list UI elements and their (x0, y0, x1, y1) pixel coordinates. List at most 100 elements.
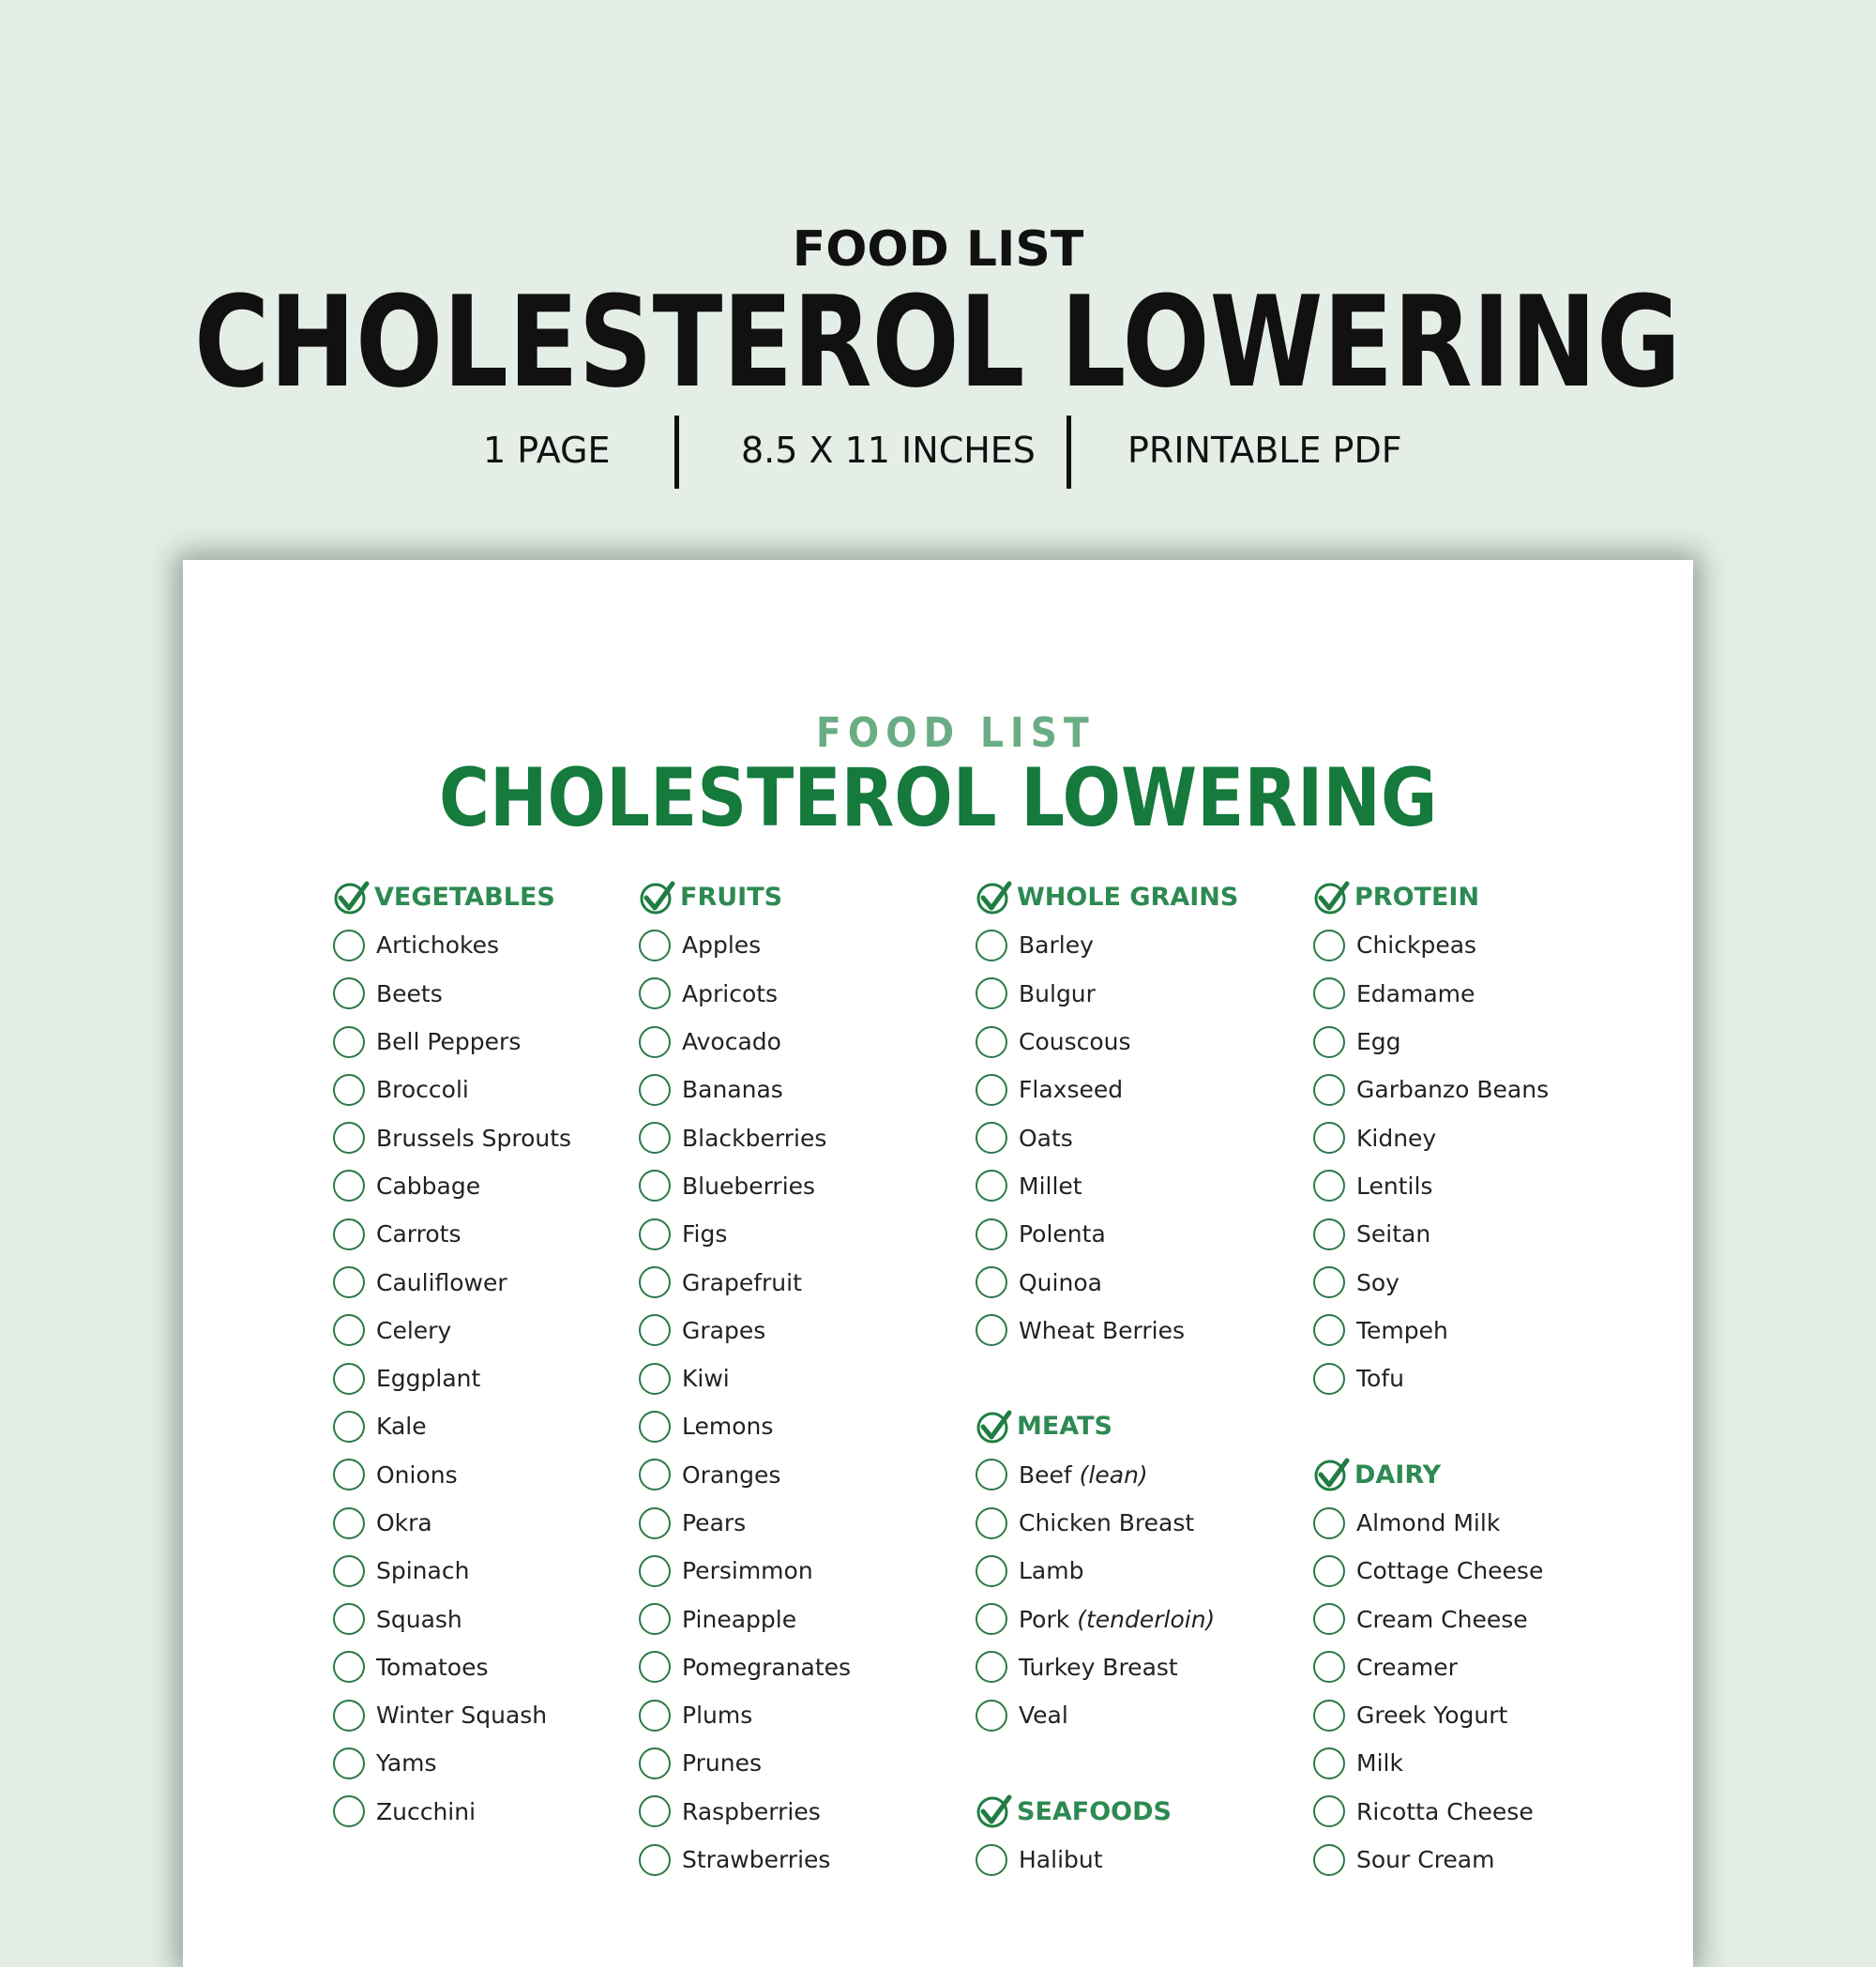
food-list-item[interactable]: Pineapple (639, 1595, 851, 1642)
food-list-item[interactable]: Kale (333, 1402, 571, 1450)
food-list-item[interactable]: Halibut (976, 1836, 1238, 1884)
checkbox-circle-icon[interactable] (1313, 1795, 1345, 1828)
checkbox-circle-icon[interactable] (639, 1843, 671, 1876)
food-list-item[interactable]: Eggplant (333, 1354, 571, 1402)
checkbox-circle-icon[interactable] (333, 1170, 365, 1203)
checkbox-circle-icon[interactable] (333, 1218, 365, 1250)
checkbox-circle-icon[interactable] (976, 1506, 1007, 1539)
checkbox-circle-icon[interactable] (976, 1218, 1007, 1250)
food-list-item[interactable]: Chickpeas (1313, 921, 1549, 969)
food-list-item[interactable]: Spinach (333, 1547, 571, 1595)
food-list-item[interactable]: Bulgur (976, 970, 1238, 1018)
food-list-item[interactable]: Oranges (639, 1451, 851, 1499)
checkbox-circle-icon[interactable] (1313, 1362, 1345, 1395)
checkbox-circle-icon[interactable] (1313, 1025, 1345, 1058)
food-list-item[interactable]: Onions (333, 1451, 571, 1499)
food-list-item[interactable]: Raspberries (639, 1788, 851, 1836)
food-list-item[interactable]: Cream Cheese (1313, 1595, 1549, 1642)
checkbox-circle-icon[interactable] (1313, 1170, 1345, 1203)
food-list-item[interactable]: Veal (976, 1691, 1238, 1739)
checkbox-circle-icon[interactable] (639, 1459, 671, 1491)
food-list-item[interactable]: Pork (tenderloin) (976, 1595, 1238, 1642)
checkbox-circle-icon[interactable] (976, 1025, 1007, 1058)
food-list-item[interactable]: Tofu (1313, 1354, 1549, 1402)
food-list-item[interactable]: Broccoli (333, 1066, 571, 1113)
checkbox-circle-icon[interactable] (1313, 1073, 1345, 1106)
checkbox-circle-icon[interactable] (976, 929, 1007, 961)
food-list-item[interactable]: Persimmon (639, 1547, 851, 1595)
food-list-item[interactable]: Cottage Cheese (1313, 1547, 1549, 1595)
checkbox-circle-icon[interactable] (639, 1554, 671, 1587)
checkbox-circle-icon[interactable] (639, 1699, 671, 1732)
food-list-item[interactable]: Apricots (639, 970, 851, 1018)
food-list-item[interactable]: Beef (lean) (976, 1451, 1238, 1499)
checkbox-circle-icon[interactable] (1313, 1218, 1345, 1250)
checkbox-circle-icon[interactable] (976, 1266, 1007, 1299)
food-list-item[interactable]: Tomatoes (333, 1643, 571, 1691)
checkbox-circle-icon[interactable] (333, 1025, 365, 1058)
food-list-item[interactable]: Barley (976, 921, 1238, 969)
checkbox-circle-icon[interactable] (1313, 1603, 1345, 1636)
checkbox-circle-icon[interactable] (639, 977, 671, 1010)
checkbox-circle-icon[interactable] (976, 1314, 1007, 1347)
food-list-item[interactable]: Greek Yogurt (1313, 1691, 1549, 1739)
food-list-item[interactable]: Carrots (333, 1210, 571, 1258)
food-list-item[interactable]: Prunes (639, 1739, 851, 1787)
food-list-item[interactable]: Couscous (976, 1018, 1238, 1066)
checkbox-circle-icon[interactable] (639, 1122, 671, 1155)
food-list-item[interactable]: Chicken Breast (976, 1499, 1238, 1547)
food-list-item[interactable]: Cauliflower (333, 1258, 571, 1306)
checkbox-circle-icon[interactable] (1313, 1314, 1345, 1347)
checkbox-circle-icon[interactable] (333, 1554, 365, 1587)
checkbox-circle-icon[interactable] (639, 1073, 671, 1106)
food-list-item[interactable]: Blackberries (639, 1113, 851, 1161)
checkbox-circle-icon[interactable] (1313, 1747, 1345, 1779)
checkbox-circle-icon[interactable] (639, 1603, 671, 1636)
food-list-item[interactable]: Quinoa (976, 1258, 1238, 1306)
food-list-item[interactable]: Millet (976, 1162, 1238, 1210)
food-list-item[interactable]: Sour Cream (1313, 1836, 1549, 1884)
food-list-item[interactable]: Garbanzo Beans (1313, 1066, 1549, 1113)
food-list-item[interactable]: Almond Milk (1313, 1499, 1549, 1547)
checkbox-circle-icon[interactable] (333, 977, 365, 1010)
checkbox-circle-icon[interactable] (333, 1266, 365, 1299)
checkbox-circle-icon[interactable] (639, 1170, 671, 1203)
food-list-item[interactable]: Lentils (1313, 1162, 1549, 1210)
checkbox-circle-icon[interactable] (976, 1073, 1007, 1106)
food-list-item[interactable]: Grapes (639, 1307, 851, 1354)
food-list-item[interactable]: Apples (639, 921, 851, 969)
food-list-item[interactable]: Artichokes (333, 921, 571, 969)
food-list-item[interactable]: Tempeh (1313, 1307, 1549, 1354)
checkbox-circle-icon[interactable] (333, 1459, 365, 1491)
checkbox-circle-icon[interactable] (976, 1554, 1007, 1587)
checkbox-circle-icon[interactable] (976, 977, 1007, 1010)
checkbox-circle-icon[interactable] (976, 1459, 1007, 1491)
food-list-item[interactable]: Soy (1313, 1258, 1549, 1306)
food-list-item[interactable]: Ricotta Cheese (1313, 1788, 1549, 1836)
checkbox-circle-icon[interactable] (1313, 1843, 1345, 1876)
checkbox-circle-icon[interactable] (639, 1506, 671, 1539)
food-list-item[interactable]: Avocado (639, 1018, 851, 1066)
food-list-item[interactable]: Pomegranates (639, 1643, 851, 1691)
checkbox-circle-icon[interactable] (639, 1651, 671, 1684)
checkbox-circle-icon[interactable] (976, 1651, 1007, 1684)
checkbox-circle-icon[interactable] (639, 929, 671, 961)
checkbox-circle-icon[interactable] (639, 1314, 671, 1347)
checkbox-circle-icon[interactable] (333, 1314, 365, 1347)
checkbox-circle-icon[interactable] (333, 1362, 365, 1395)
food-list-item[interactable]: Plums (639, 1691, 851, 1739)
checkbox-circle-icon[interactable] (333, 1410, 365, 1443)
food-list-item[interactable]: Brussels Sprouts (333, 1113, 571, 1161)
checkbox-circle-icon[interactable] (1313, 1651, 1345, 1684)
checkbox-circle-icon[interactable] (333, 1122, 365, 1155)
checkbox-circle-icon[interactable] (333, 1651, 365, 1684)
food-list-item[interactable]: Turkey Breast (976, 1643, 1238, 1691)
checkbox-circle-icon[interactable] (1313, 929, 1345, 961)
food-list-item[interactable]: Oats (976, 1113, 1238, 1161)
food-list-item[interactable]: Polenta (976, 1210, 1238, 1258)
food-list-item[interactable]: Seitan (1313, 1210, 1549, 1258)
checkbox-circle-icon[interactable] (333, 929, 365, 961)
checkbox-circle-icon[interactable] (639, 1266, 671, 1299)
checkbox-circle-icon[interactable] (639, 1025, 671, 1058)
checkbox-circle-icon[interactable] (333, 1747, 365, 1779)
